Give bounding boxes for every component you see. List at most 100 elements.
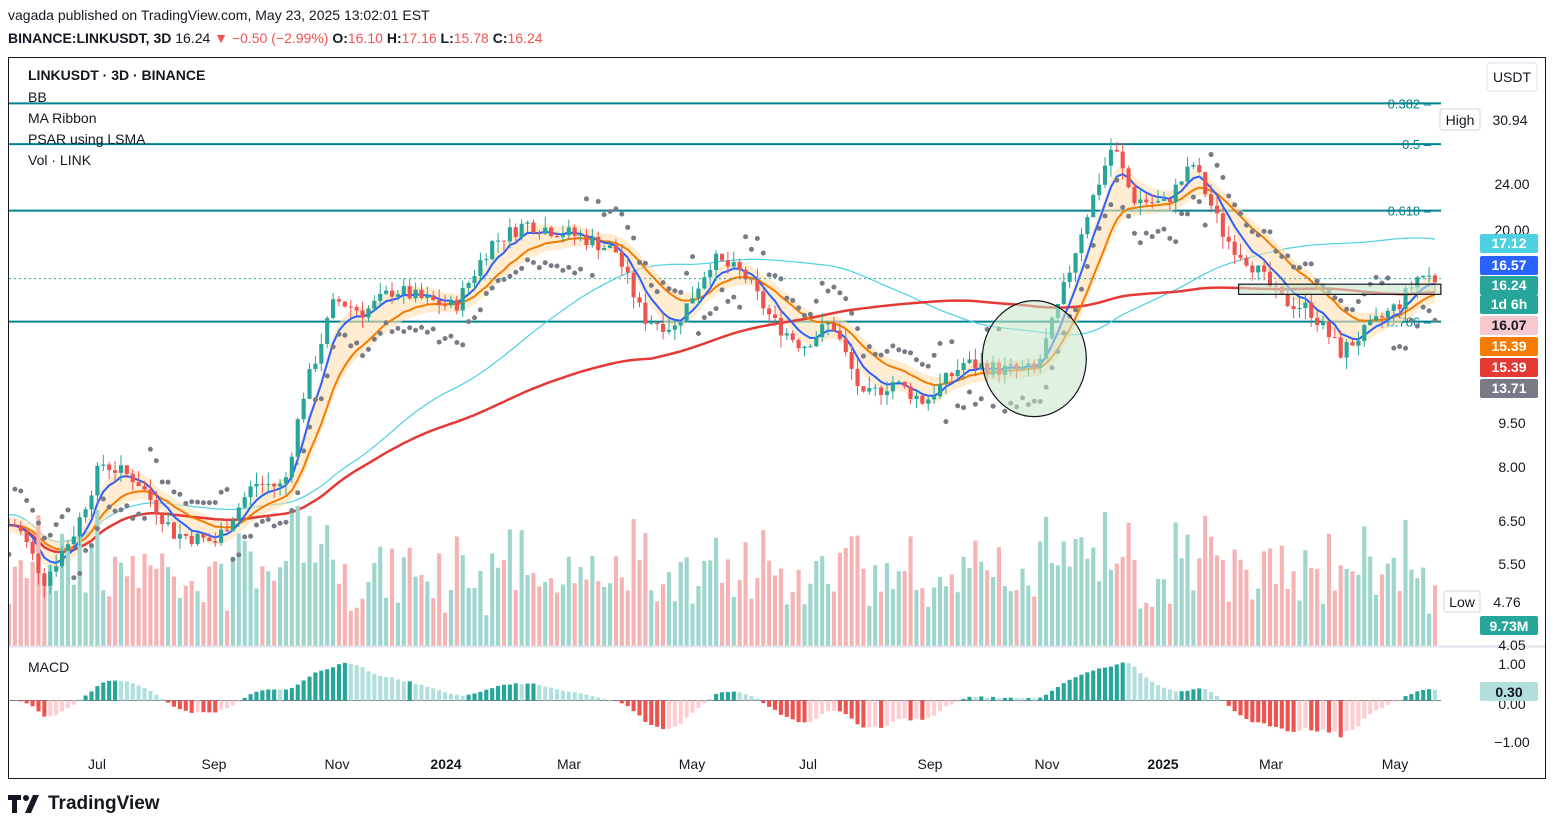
psar-dot-183 (1084, 264, 1090, 270)
psar-dot-74 (442, 336, 448, 342)
candle-body-158 (937, 383, 943, 397)
psar-dot-133 (790, 297, 796, 303)
candle-body-14 (89, 495, 94, 510)
volume-bar-58 (348, 610, 353, 646)
macd-tick-0: 1.00 (1498, 656, 1525, 672)
macd-hist-96 (572, 692, 577, 701)
psar-dot-28 (171, 489, 177, 495)
candle-body-149 (884, 391, 890, 396)
macd-hist-225 (1332, 700, 1337, 732)
volume-bar-50 (301, 562, 306, 646)
legend-macd[interactable]: MACD (28, 659, 70, 675)
volume-bar-139 (826, 584, 831, 646)
psar-dot-72 (430, 326, 436, 332)
candle-body-179 (1061, 281, 1066, 304)
psar-dot-212 (1255, 232, 1261, 238)
psar-dot-203 (1202, 222, 1208, 228)
price-badge-7 (1480, 379, 1538, 398)
price-badge-5 (1480, 337, 1538, 356)
psar-dot-39 (236, 552, 242, 558)
candle-body-93 (554, 236, 560, 238)
psar-dot-82 (489, 285, 495, 291)
candle-body-45 (272, 483, 277, 487)
volume-bar-196 (1161, 579, 1167, 646)
volume-bar-32 (195, 591, 200, 646)
volume-bar-202 (1197, 558, 1202, 646)
candle-body-27 (166, 522, 171, 524)
volume-bar-160 (949, 574, 954, 646)
psar-dot-67 (401, 329, 407, 335)
volume-bar-194 (1150, 606, 1155, 646)
macd-hist-73 (437, 690, 442, 701)
macd-hist-92 (549, 687, 554, 701)
macd-hist-158 (937, 700, 943, 711)
macd-hist-121 (719, 692, 725, 701)
price-tick-0: 24.00 (1494, 176, 1529, 192)
macd-hist-183 (1085, 672, 1090, 701)
macd-hist-165 (979, 696, 984, 701)
macd-hist-110 (655, 700, 660, 727)
macd-hist-16 (101, 682, 106, 701)
volume-bar-29 (177, 597, 182, 646)
psar-dot-121 (719, 287, 725, 293)
chart-frame[interactable]: 0.382 –0.5 –0.618 –0.786 – Jul Sep Nov 2024… (8, 57, 1546, 779)
macd-hist-5 (36, 700, 41, 712)
volume-bar-17 (107, 596, 112, 646)
volume-bar-157 (932, 587, 937, 646)
volume-bar-82 (490, 553, 495, 646)
macd-hist-242 (1432, 689, 1438, 701)
psar-dot-51 (307, 424, 313, 430)
candle-body-89 (531, 222, 536, 234)
candle-body-142 (843, 338, 848, 353)
macd-hist-46 (277, 689, 283, 701)
macd-hist-131 (778, 700, 783, 715)
volume-bar-147 (873, 565, 878, 646)
macd-hist-26 (160, 699, 165, 701)
volume-bar-61 (366, 582, 371, 646)
volume-bar-114 (678, 561, 683, 646)
candle-body-163 (967, 359, 972, 363)
legend-ma-ribbon[interactable]: MA Ribbon (28, 110, 97, 126)
volume-bar-237 (1403, 519, 1408, 646)
volume-bar-21 (130, 555, 135, 646)
volume-bar-185 (1097, 581, 1102, 646)
volume-bar-108 (643, 533, 648, 646)
psar-dot-114 (678, 289, 684, 295)
volume-bar-7 (48, 564, 53, 646)
volume-bar-214 (1267, 548, 1273, 646)
volume-bar-148 (879, 591, 884, 646)
psar-dot-216 (1279, 253, 1285, 259)
psar-dot-239 (1414, 323, 1420, 329)
macd-hist-141 (837, 700, 842, 712)
candle-body-100 (596, 236, 601, 251)
macd-hist-167 (990, 696, 996, 701)
macd-hist-4 (30, 700, 35, 707)
macd-hist-83 (496, 686, 501, 701)
volume-bar-138 (820, 556, 825, 646)
candle-body-54 (325, 318, 330, 344)
legend-bb[interactable]: BB (28, 89, 47, 105)
chart-canvas[interactable]: 0.382 –0.5 –0.618 –0.786 – Jul Sep Nov 2024… (9, 58, 1545, 778)
macd-hist-145 (861, 700, 866, 728)
psar-dot-103 (613, 206, 619, 212)
macd-hist-71 (425, 686, 430, 701)
volume-bar-97 (578, 567, 583, 646)
volume-bar-225 (1332, 590, 1337, 646)
macd-hist-48 (289, 688, 294, 701)
psar-dot-42 (253, 522, 259, 528)
legend-volume[interactable]: Vol · LINK (28, 152, 92, 168)
macd-hist-186 (1102, 667, 1108, 701)
volume-bar-164 (973, 540, 978, 646)
psar-dot-9 (59, 514, 65, 520)
volume-bar-80 (478, 570, 483, 646)
candle-body-70 (419, 289, 424, 299)
legend-psar[interactable]: PSAR using LSMA (28, 131, 146, 147)
psar-dot-35 (212, 499, 218, 505)
volume-bar-207 (1226, 601, 1231, 646)
candle-body-129 (767, 308, 772, 315)
psar-dot-236 (1397, 344, 1403, 350)
macd-hist-122 (725, 692, 730, 701)
volume-bar-165 (979, 561, 984, 646)
candle-body-104 (619, 252, 624, 267)
psar-dot-218 (1291, 264, 1297, 270)
